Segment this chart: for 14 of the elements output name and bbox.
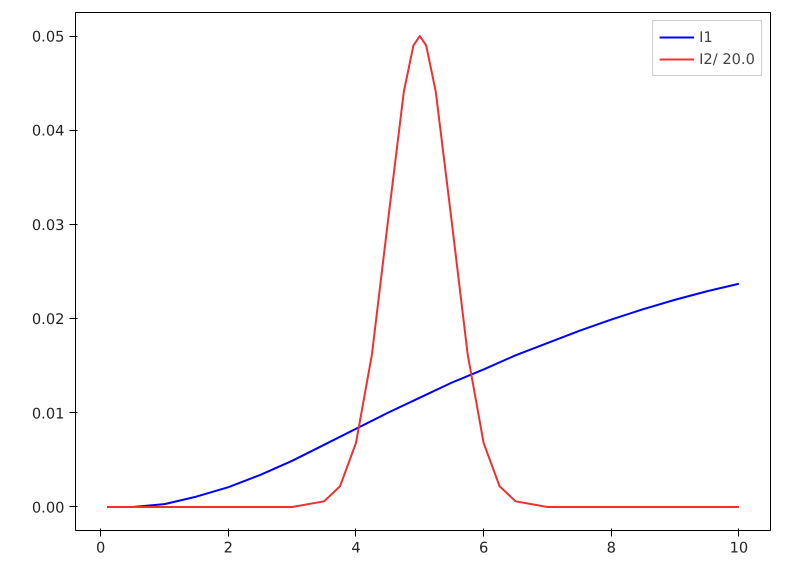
y-tick-label: 0.03	[32, 216, 65, 234]
legend-label: I2/ 20.0	[699, 50, 755, 68]
y-tick-label: 0.01	[32, 405, 65, 422]
y-tick-label: 0.05	[32, 28, 65, 46]
x-tick-label: 4	[351, 540, 361, 556]
x-tick-label: 2	[224, 540, 234, 556]
y-tick-label: 0.02	[32, 311, 65, 328]
y-tick-label: 0.00	[32, 499, 65, 516]
x-tick-label: 8	[606, 540, 616, 556]
y-tick-label: 0.04	[32, 122, 65, 140]
legend-label: I1	[699, 28, 714, 46]
x-tick-label: 6	[478, 540, 488, 556]
x-tick-label: 0	[96, 540, 106, 556]
x-tick-label: 10	[730, 540, 748, 556]
